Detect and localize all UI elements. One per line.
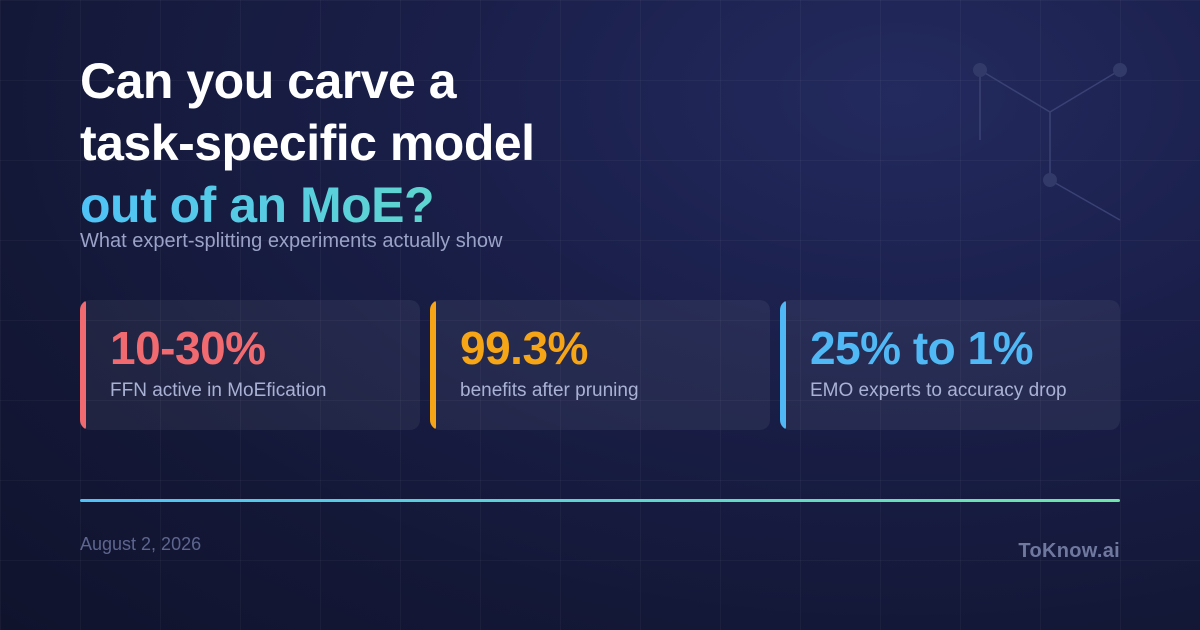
stat-accent-bar (780, 300, 786, 430)
stat-card-pruning-benefits: 99.3% benefits after pruning (430, 300, 770, 430)
publish-date: August 2, 2026 (80, 534, 202, 554)
stat-value: 99.3% (460, 322, 588, 374)
stats-row: 10-30% FFN active in MoEfication 99.3% b… (80, 300, 1120, 430)
gradient-divider (80, 499, 1120, 502)
title-line-1: Can you carve a (80, 53, 457, 109)
stat-value: 10-30% (110, 322, 266, 374)
brand-logo-text: ToKnow.ai (1018, 540, 1120, 562)
title-line-2: task-specific model (80, 115, 535, 171)
stat-label: EMO experts to accuracy drop (810, 380, 1067, 401)
subtitle: What expert-splitting experiments actual… (80, 230, 503, 252)
network-nodes-icon (973, 63, 1127, 221)
stat-accent-bar (80, 300, 86, 430)
stat-card-ffn-active: 10-30% FFN active in MoEfication (80, 300, 420, 430)
stat-label: benefits after pruning (460, 380, 639, 401)
stat-value: 25% to 1% (810, 322, 1034, 374)
stat-card-emo-experts: 25% to 1% EMO experts to accuracy drop (780, 300, 1120, 430)
title-line-3-highlight: out of an MoE? (80, 174, 780, 236)
page-title: Can you carve a task-specific model out … (80, 50, 780, 236)
stat-accent-bar (430, 300, 436, 430)
stat-label: FFN active in MoEfication (110, 380, 327, 401)
